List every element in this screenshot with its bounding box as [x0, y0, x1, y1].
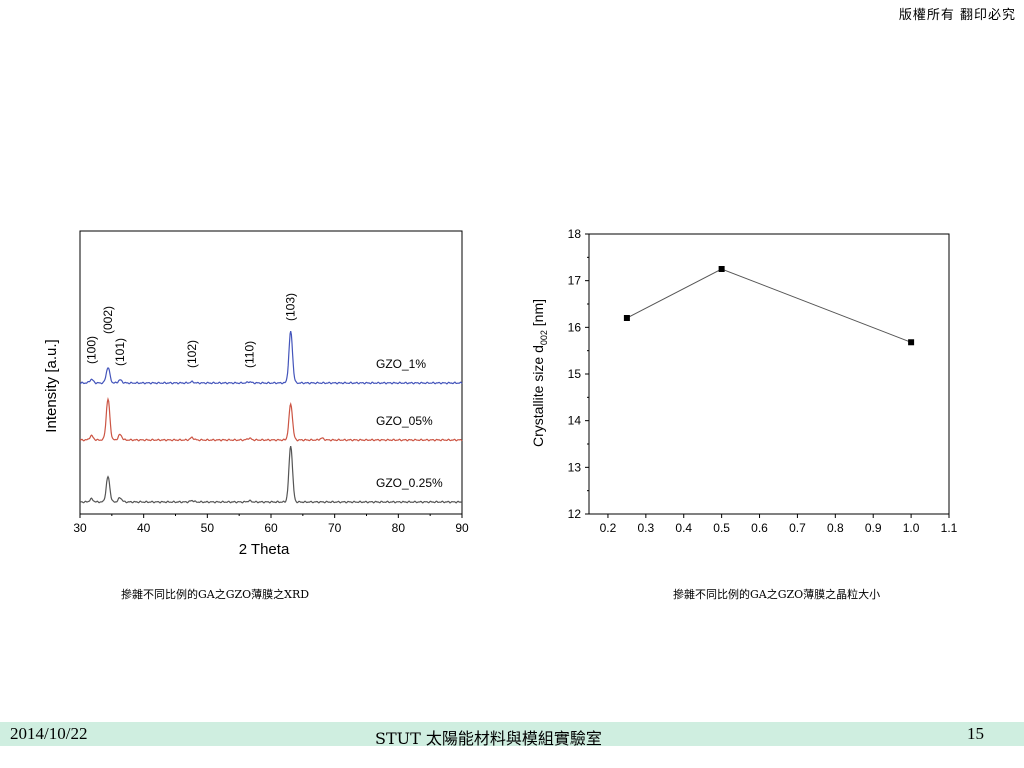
- crystallite-y-tick-label: 14: [568, 414, 582, 428]
- charts-canvas: 30 40 50 60 70 80 90 GZO_1% GZO_05% GZO_0.25% (1…: [43, 227, 958, 558]
- xrd-x-tick-label: 40: [137, 521, 151, 535]
- xrd-peak-label: (102): [185, 340, 199, 368]
- crystallite-data-point: [623, 315, 630, 321]
- crystallite-y-tick-label: 15: [568, 367, 582, 381]
- crystallite-chart: 0.2 0.3 0.4 0.5 0.6 0.7 0.8 0.9 1.0 1.1 12 13 14 15 16…: [530, 227, 958, 535]
- crystallite-y-tick-label: 13: [568, 460, 582, 474]
- crystallite-data-point: [718, 266, 725, 272]
- xrd-peak-label: (103): [284, 293, 298, 321]
- xrd-peak-label: (101): [113, 338, 127, 366]
- crystallite-caption: 摻雜不同比例的GA之GZO薄膜之晶粒大小: [673, 588, 881, 601]
- xrd-caption: 摻雜不同比例的GA之GZO薄膜之XRD: [121, 588, 310, 601]
- xrd-y-axis-label: Intensity [a.u.]: [43, 339, 60, 432]
- xrd-series-line: [79, 396, 463, 442]
- crystallite-data-point: [908, 339, 915, 346]
- crystallite-x-tick-label: 0.7: [789, 521, 806, 535]
- footer-bar: 2014/10/22 STUT 太陽能材料與模組實驗室 15: [0, 722, 1024, 748]
- xrd-x-axis-label: 2 Theta: [239, 541, 290, 558]
- xrd-x-tick-label: 30: [73, 521, 87, 535]
- page-number: 15: [967, 724, 984, 743]
- xrd-series-label: GZO_05%: [376, 414, 433, 428]
- xrd-series-group: GZO_1% GZO_05% GZO_0.25%: [79, 330, 463, 504]
- crystallite-y-tick-label: 12: [568, 507, 582, 521]
- crystallite-y-axis-label: Crystallite size d002 [nm]: [530, 299, 549, 447]
- footer-lab-name: STUT 太陽能材料與模組實驗室: [375, 729, 602, 748]
- crystallite-points: [623, 266, 915, 346]
- xrd-peak-label: (002): [101, 306, 115, 334]
- crystallite-y-tick-label: 17: [568, 274, 582, 288]
- xrd-series-line: [79, 330, 463, 385]
- crystallite-axes: 0.2 0.3 0.4 0.5 0.6 0.7 0.8 0.9 1.0 1.1 12 13 14 15 16…: [568, 227, 958, 535]
- xrd-series-label: GZO_1%: [376, 357, 426, 371]
- xrd-peak-labels: (100)(002) (101) (102) (110) (103): [84, 293, 297, 368]
- crystallite-x-tick-label: 0.5: [713, 521, 730, 535]
- xrd-x-tick-label: 90: [455, 521, 469, 535]
- crystallite-x-tick-label: 0.9: [865, 521, 882, 535]
- crystallite-y-tick-label: 18: [568, 227, 582, 241]
- xrd-series-label: GZO_0.25%: [376, 476, 443, 490]
- xrd-x-tick-label: 50: [201, 521, 215, 535]
- crystallite-plot-frame: [588, 233, 950, 515]
- copyright-notice: 版權所有 翻印必究: [898, 8, 1016, 23]
- crystallite-series-line: [626, 268, 912, 343]
- footer-date: 2014/10/22: [10, 724, 88, 743]
- xrd-x-axis: 30 40 50 60 70 80 90: [73, 514, 469, 535]
- xrd-peak-label: (110): [242, 341, 256, 368]
- xrd-peak-label: (100): [84, 336, 98, 364]
- crystallite-x-tick-label: 1.0: [903, 521, 920, 535]
- crystallite-x-tick-label: 1.1: [941, 521, 958, 535]
- xrd-series-line: [79, 445, 463, 504]
- xrd-chart: 30 40 50 60 70 80 90 GZO_1% GZO_05% GZO_0.25% (1…: [43, 230, 469, 558]
- xrd-x-tick-label: 80: [392, 521, 406, 535]
- crystallite-y-tick-label: 16: [568, 320, 582, 334]
- xrd-x-tick-label: 70: [328, 521, 342, 535]
- crystallite-x-tick-label: 0.3: [637, 521, 654, 535]
- crystallite-x-tick-label: 0.4: [675, 521, 692, 535]
- xrd-plot-frame: [79, 230, 463, 515]
- crystallite-x-tick-label: 0.8: [827, 521, 844, 535]
- xrd-x-tick-label: 60: [264, 521, 278, 535]
- crystallite-x-tick-label: 0.6: [751, 521, 768, 535]
- crystallite-x-tick-label: 0.2: [600, 521, 617, 535]
